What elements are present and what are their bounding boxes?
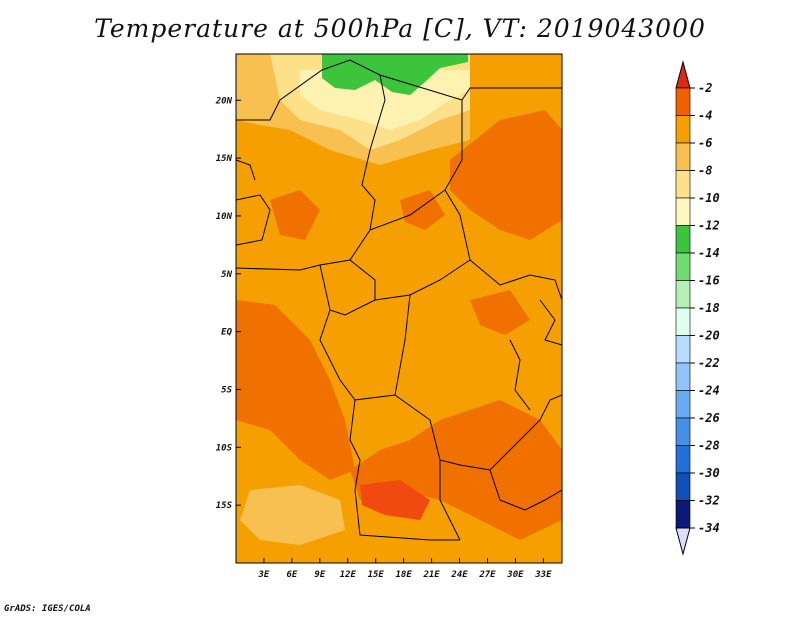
colorbar-label: -28 [698,439,720,453]
colorbar-box [675,197,691,226]
colorbar-box [675,390,691,419]
y-tick-label: 5S [221,385,232,395]
colorbar-label: -20 [698,329,720,343]
colorbar-label: -6 [698,136,712,150]
colorbar-box [675,335,691,364]
x-axis: 3E 6E 9E 12E 15E 18E 21E 24E 27E 30E 33E [258,558,552,580]
x-tick-label: 21E [422,570,440,580]
x-tick-label: 18E [396,570,413,580]
colorbar-box [675,472,691,501]
colorbar-label: -10 [698,191,720,205]
field-east-dark [450,110,562,240]
colorbar-box [675,445,691,474]
x-tick-label: 30E [506,570,524,580]
colorbar-box [675,115,691,144]
x-tick-label: 12E [340,570,357,580]
map-title: Temperature at 500hPa [C], VT: 201904300… [94,14,706,43]
field-south-dark [350,400,562,540]
x-tick-label: 24E [450,570,468,580]
colorbar-label: -16 [698,274,720,288]
colorbar-label: -2 [698,81,712,95]
colorbar-label: -14 [698,246,720,260]
colorbar-box [675,417,691,446]
x-tick-label: 33E [534,570,552,580]
y-tick-label: 10S [216,443,233,453]
colorbar-label: -18 [698,301,720,315]
colorbar-box [675,142,691,171]
field-west-dark [236,300,355,480]
colorbar-label: -34 [698,521,720,535]
colorbar-box [675,307,691,336]
x-tick-label: 3E [258,570,270,580]
y-axis: 20N 15N 10N 5N EQ 5S 10S 15S [215,96,241,511]
y-tick-label: 20N [215,96,233,106]
x-tick-label: 15E [368,570,385,580]
credit-text: GrADS: IGES/COLA [4,604,91,614]
colorbar-box [675,225,691,254]
colorbar-top-arrow [675,60,691,89]
colorbar-label: -12 [698,219,720,233]
map-frame [235,53,563,564]
colorbar-label: -24 [698,384,720,398]
colorbar-box [675,87,691,116]
colorbar-label: -32 [698,494,720,508]
colorbar-label: -22 [698,356,720,370]
colorbar-box [675,170,691,199]
x-tick-label: 6E [286,570,297,580]
colorbar-label: -4 [698,109,712,123]
y-tick-label: 10N [216,212,233,222]
y-tick-label: 15N [216,154,233,164]
x-tick-label: 27E [478,570,496,580]
field-patch-2 [400,190,445,230]
colorbar-box [675,280,691,309]
field-patch-1 [270,190,320,240]
field-south-red [360,480,430,520]
colorbar-label: -26 [698,411,720,425]
field-southwest-light [240,485,345,545]
country-borders [236,59,562,541]
colorbar-box [675,500,691,529]
colorbar-box [675,252,691,281]
y-tick-label: 15S [216,501,233,511]
colorbar-bottom-arrow [675,527,691,556]
y-tick-label: EQ [221,328,232,338]
colorbar-box [675,362,691,391]
colorbar-label: -30 [698,466,720,480]
x-tick-label: 9E [314,570,325,580]
colorbar-label: -8 [698,164,712,178]
colorbar: -2 -4 -6 -8 -10 -12 -14 -16 -18 -20 -22 -24 -26 -28 -3… [675,60,720,556]
y-tick-label: 5N [221,270,232,280]
field-patch-3 [470,290,530,335]
